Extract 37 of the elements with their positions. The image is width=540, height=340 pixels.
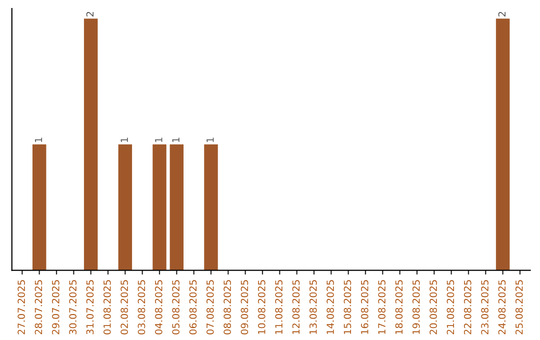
x-tick-label: 28.07.2025 [34,280,42,334]
x-tick-label: 11.08.2025 [275,280,282,334]
data-label: 1 [172,138,180,142]
x-tick-label: 05.08.2025 [172,280,180,334]
x-tick-label: 18.08.2025 [395,280,403,334]
x-tick-label: 08.08.2025 [224,280,231,334]
x-tick-label: 16.08.2025 [360,280,368,334]
data-label: 2 [86,12,94,16]
x-tick-label: 25.08.2025 [515,280,523,334]
x-tick-label: 03.08.2025 [138,280,146,334]
x-tick-label: 06.08.2025 [189,280,197,334]
data-label: 1 [34,138,42,142]
x-tick-label: 02.08.2025 [120,280,128,334]
data-label: 1 [206,138,214,142]
x-tick-label: 01.08.2025 [103,280,111,334]
x-tick-label: 31.07.2025 [86,280,94,334]
x-tick-label: 30.07.2025 [69,280,76,334]
x-tick-label: 21.08.2025 [446,280,454,334]
x-tick-label: 22.08.2025 [464,280,472,334]
x-tick-label: 17.08.2025 [378,280,386,334]
x-tick-label: 20.08.2025 [430,280,437,334]
x-tick-label: 10.08.2025 [258,280,266,334]
x-tick-label: 07.08.2025 [206,280,214,334]
x-tick-label: 14.08.2025 [326,280,334,334]
x-tick-label: 15.08.2025 [344,280,352,334]
data-label: 1 [155,138,162,142]
x-tick-label: 29.07.2025 [52,280,60,334]
x-tick-label: 04.08.2025 [154,280,162,334]
x-tick-label: 13.08.2025 [309,280,317,334]
data-label: 1 [120,138,128,142]
x-tick-label: 27.07.2025 [18,280,25,334]
x-tick-label: 19.08.2025 [412,280,420,334]
x-tick-label: 12.08.2025 [292,280,300,334]
x-tick-label: 23.08.2025 [481,280,488,334]
x-tick-label: 09.08.2025 [240,280,248,334]
x-tick-label: 24.08.2025 [498,280,506,334]
data-label: 2 [498,12,506,16]
